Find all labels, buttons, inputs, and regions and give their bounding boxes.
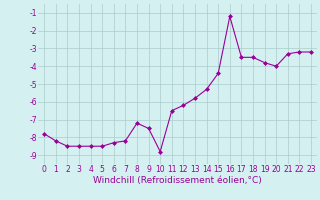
X-axis label: Windchill (Refroidissement éolien,°C): Windchill (Refroidissement éolien,°C): [93, 176, 262, 185]
